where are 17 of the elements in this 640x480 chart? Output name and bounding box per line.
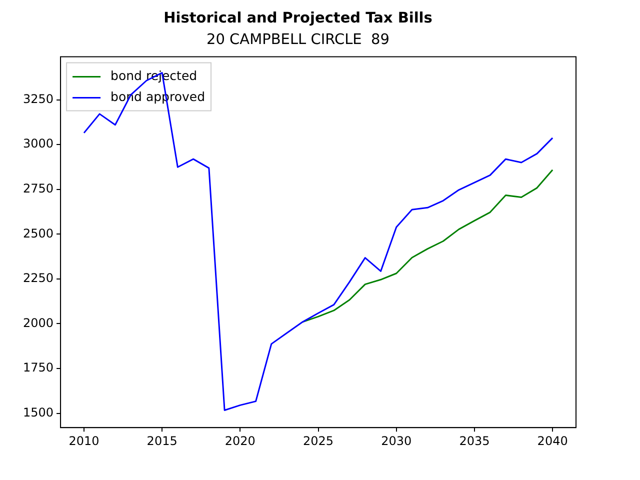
x-tick-label: 2010 (68, 434, 100, 448)
x-tick-label: 2015 (146, 434, 178, 448)
x-tick-label: 2020 (224, 434, 256, 448)
x-tick-label: 2035 (459, 434, 490, 448)
y-tick-label: 2500 (22, 226, 54, 240)
y-tick-label: 1500 (22, 405, 54, 420)
x-tick-label: 2040 (537, 434, 568, 448)
x-tick-label: 2025 (302, 434, 334, 448)
chart-subtitle: 20 CAMPBELL CIRCLE 89 (206, 32, 390, 48)
y-tick-label: 3000 (22, 136, 54, 151)
y-tick-label: 2250 (22, 271, 54, 286)
y-tick-label: 2750 (22, 181, 54, 196)
y-tick-label: 3250 (22, 92, 54, 106)
y-tick-label: 2000 (22, 316, 54, 330)
chart-title: Historical and Projected Tax Bills (164, 10, 432, 26)
y-tick-label: 1750 (22, 360, 54, 375)
x-tick-label: 2030 (381, 434, 412, 448)
